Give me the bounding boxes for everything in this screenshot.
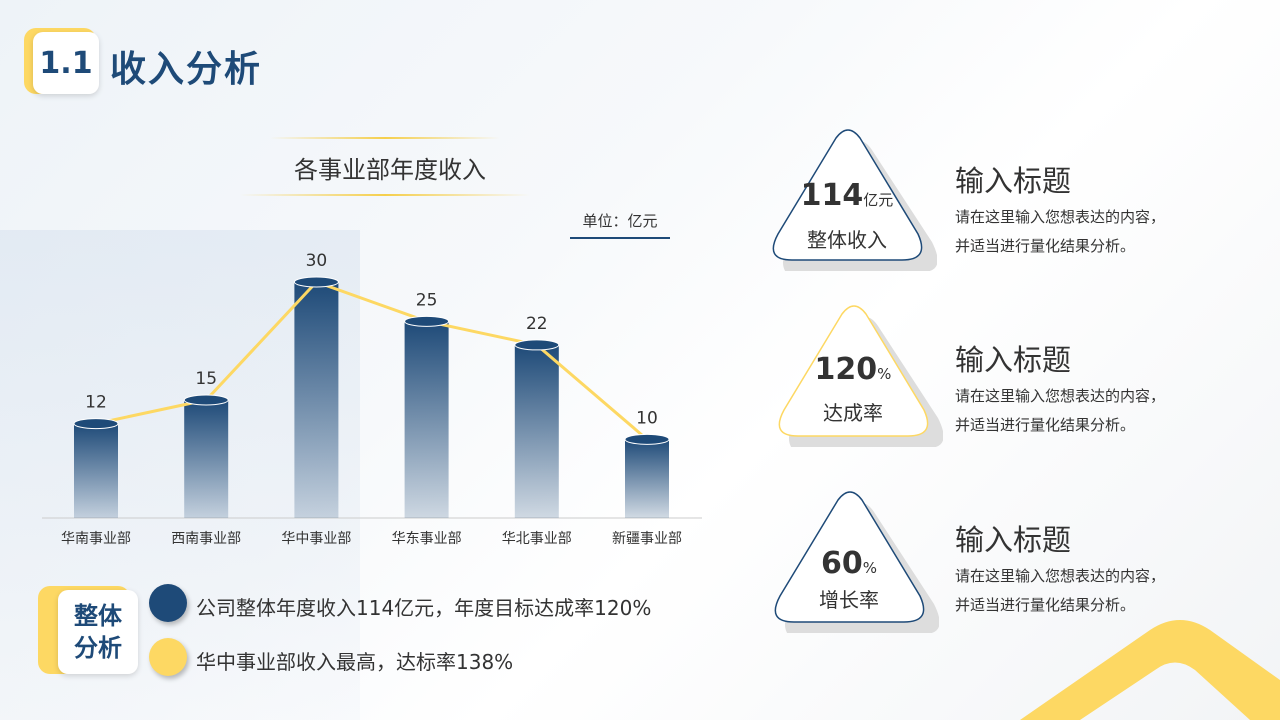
bar-cap (404, 315, 450, 327)
kpi-unit: % (862, 559, 877, 577)
desc-line: 并适当进行量化结果分析。 (955, 596, 1136, 614)
desc-line: 请在这里输入您想表达的内容， (955, 387, 1166, 405)
kpi-label: 整体收入 (807, 228, 887, 252)
bar-cap (293, 276, 339, 288)
kpi-unit: % (877, 365, 892, 383)
bar-cap (73, 418, 119, 430)
info-title: 输入标题 (955, 164, 1072, 198)
bar (74, 423, 118, 518)
section-number: 1.1 (33, 32, 99, 94)
bar-cap (183, 394, 229, 406)
summary-label-2: 分析 (74, 634, 122, 662)
x-tick-label: 华东事业部 (392, 531, 462, 547)
kpi-value: 120 (814, 352, 878, 387)
desc-line: 请在这里输入您想表达的内容， (955, 208, 1166, 226)
bar-cap (514, 339, 560, 351)
desc-line: 并适当进行量化结果分析。 (955, 416, 1136, 434)
data-label: 22 (526, 314, 548, 334)
triangle-shape (778, 305, 943, 447)
bar (404, 321, 449, 518)
kpi-value: 114 (800, 178, 864, 213)
info-title: 输入标题 (955, 523, 1072, 557)
kpi-card-growth: 60% 增长率 (764, 488, 939, 633)
info-title: 输入标题 (955, 343, 1072, 377)
x-tick-label: 西南事业部 (171, 531, 241, 547)
summary-item: 公司整体年度收入114亿元，年度目标达成率120% (196, 596, 652, 620)
kpi-label: 达成率 (823, 401, 883, 425)
kpi-label: 增长率 (819, 588, 879, 612)
divider (240, 194, 530, 196)
desc-line: 请在这里输入您想表达的内容， (955, 567, 1166, 585)
bullet-dot-blue (149, 584, 187, 622)
bar (184, 400, 229, 518)
corner-decoration (1020, 610, 1280, 720)
data-label: 30 (306, 251, 328, 271)
x-tick-label: 华北事业部 (502, 531, 572, 547)
kpi-unit: 亿元 (863, 191, 894, 209)
data-label: 15 (195, 369, 217, 389)
summary-label-1: 整体 (74, 602, 122, 630)
info-desc: 请在这里输入您想表达的内容， 并适当进行量化结果分析。 (955, 382, 1165, 440)
kpi-value: 60 (820, 546, 863, 581)
x-tick-label: 华南事业部 (61, 531, 131, 547)
kpi-card-revenue: 114亿元 整体收入 (762, 126, 937, 271)
summary-item: 华中事业部收入最高，达标率138% (196, 650, 514, 674)
bar-cap (624, 433, 670, 445)
triangle-shape (774, 491, 939, 633)
bullet-dot-yellow (149, 638, 187, 676)
summary-badge: 整体 分析 (58, 590, 138, 674)
bar (294, 282, 339, 518)
desc-line: 并适当进行量化结果分析。 (955, 237, 1136, 255)
data-label: 12 (85, 393, 107, 413)
data-label: 10 (636, 408, 658, 428)
bar-chart: 12 华南事业部 15 西南事业部 30 华中事业部 25 华东事业部 22 华北事业部 10 新疆事… (42, 251, 702, 547)
data-label: 25 (416, 290, 438, 310)
divider (270, 137, 500, 139)
trend-line (95, 280, 648, 441)
page-title: 收入分析 (110, 49, 263, 90)
bar (514, 344, 559, 518)
x-tick-label: 华中事业部 (281, 531, 351, 547)
info-desc: 请在这里输入您想表达的内容， 并适当进行量化结果分析。 (955, 203, 1165, 261)
chart-title: 各事业部年度收入 (294, 156, 486, 184)
unit-label: 单位：亿元 (570, 210, 670, 239)
info-desc: 请在这里输入您想表达的内容， 并适当进行量化结果分析。 (955, 562, 1165, 620)
x-tick-label: 新疆事业部 (612, 531, 682, 547)
bar (625, 439, 669, 518)
triangle-shape (772, 129, 937, 271)
kpi-card-achievement: 120% 达成率 (768, 302, 943, 447)
